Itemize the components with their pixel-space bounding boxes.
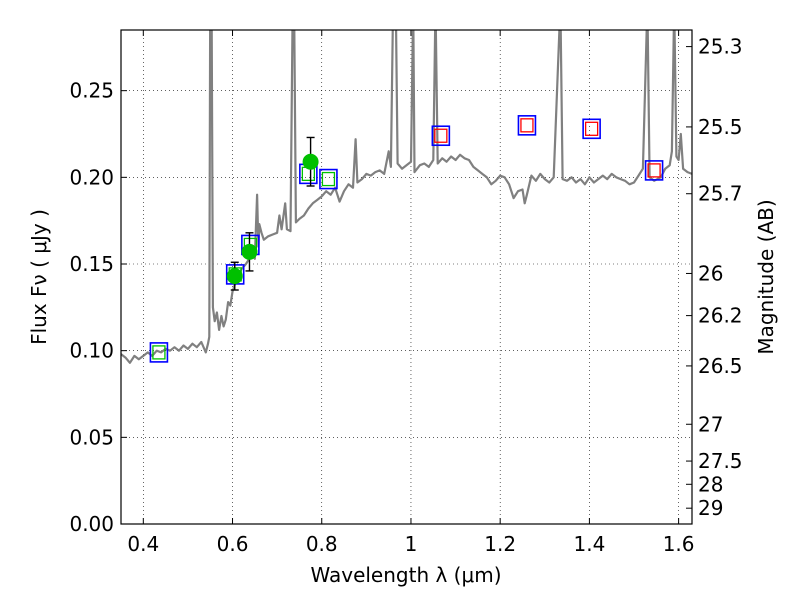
x-tick-label: 1.2 xyxy=(484,532,516,556)
magnitude-tick-label: 25.7 xyxy=(698,182,743,206)
observed-flux-point xyxy=(241,243,258,260)
observed-points xyxy=(226,136,319,291)
model-photometry-box xyxy=(431,125,451,147)
model-photometry-box xyxy=(582,118,601,140)
x-tick-label: 0.8 xyxy=(306,532,338,556)
model-photometry-box xyxy=(517,115,537,136)
y-tick-label: 0.10 xyxy=(69,339,114,363)
magnitude-tick-label: 25.3 xyxy=(698,35,743,59)
magnitude-tick-label: 25.5 xyxy=(698,115,743,139)
observed-flux-point xyxy=(302,153,319,170)
observed-flux-point xyxy=(226,268,243,285)
model-photometry-inner-box xyxy=(647,163,661,178)
magnitude-tick-label: 26.5 xyxy=(698,354,743,378)
model-photometry-inner-box xyxy=(434,128,448,143)
model-photometry-inner-box xyxy=(584,121,599,136)
magnitude-tick-label: 27 xyxy=(698,412,723,436)
magnitude-tick-label: 26.2 xyxy=(698,304,743,328)
grid-lines xyxy=(121,30,692,525)
y-tick-label: 0.00 xyxy=(69,512,114,536)
model-photometry-box xyxy=(319,168,338,190)
magnitude-tick-label: 28 xyxy=(698,472,723,496)
x-tick-label: 1 xyxy=(405,532,418,556)
magnitude-tick-label: 29 xyxy=(698,496,723,520)
spectrum-layer xyxy=(121,30,692,364)
model-spectrum-line xyxy=(121,30,692,364)
x-tick-label: 1.6 xyxy=(663,532,695,556)
x-axis-label: Wavelength λ (μm) xyxy=(310,563,501,587)
y-tick-label: 0.20 xyxy=(69,165,114,189)
model-photometry-inner-box xyxy=(321,171,336,187)
y-tick-label: 0.15 xyxy=(69,252,114,276)
axis-ticks: 0.4 0.6 0.8 1 1.2 1.4 1.6 0.00 0.05 0.10 0.15 0.20 0… xyxy=(69,30,743,556)
y-tick-label: 0.25 xyxy=(69,79,114,103)
y-tick-label: 0.05 xyxy=(69,425,114,449)
x-tick-label: 1.4 xyxy=(573,532,605,556)
y-axis-label: Flux Fν ( μJy ) xyxy=(27,209,51,345)
x-tick-label: 0.4 xyxy=(127,532,159,556)
x-tick-label: 0.6 xyxy=(217,532,249,556)
model-photometry-inner-box xyxy=(152,345,166,360)
model-points xyxy=(149,115,664,363)
model-photometry-inner-box xyxy=(520,118,534,133)
plot-frame xyxy=(120,29,693,525)
magnitude-tick-label: 26 xyxy=(698,261,723,285)
model-photometry-box xyxy=(149,342,169,363)
model-photometry-box xyxy=(644,160,664,181)
magnitude-tick-label: 27.5 xyxy=(698,449,743,473)
magnitude-axis-label: Magnitude (AB) xyxy=(754,199,778,354)
